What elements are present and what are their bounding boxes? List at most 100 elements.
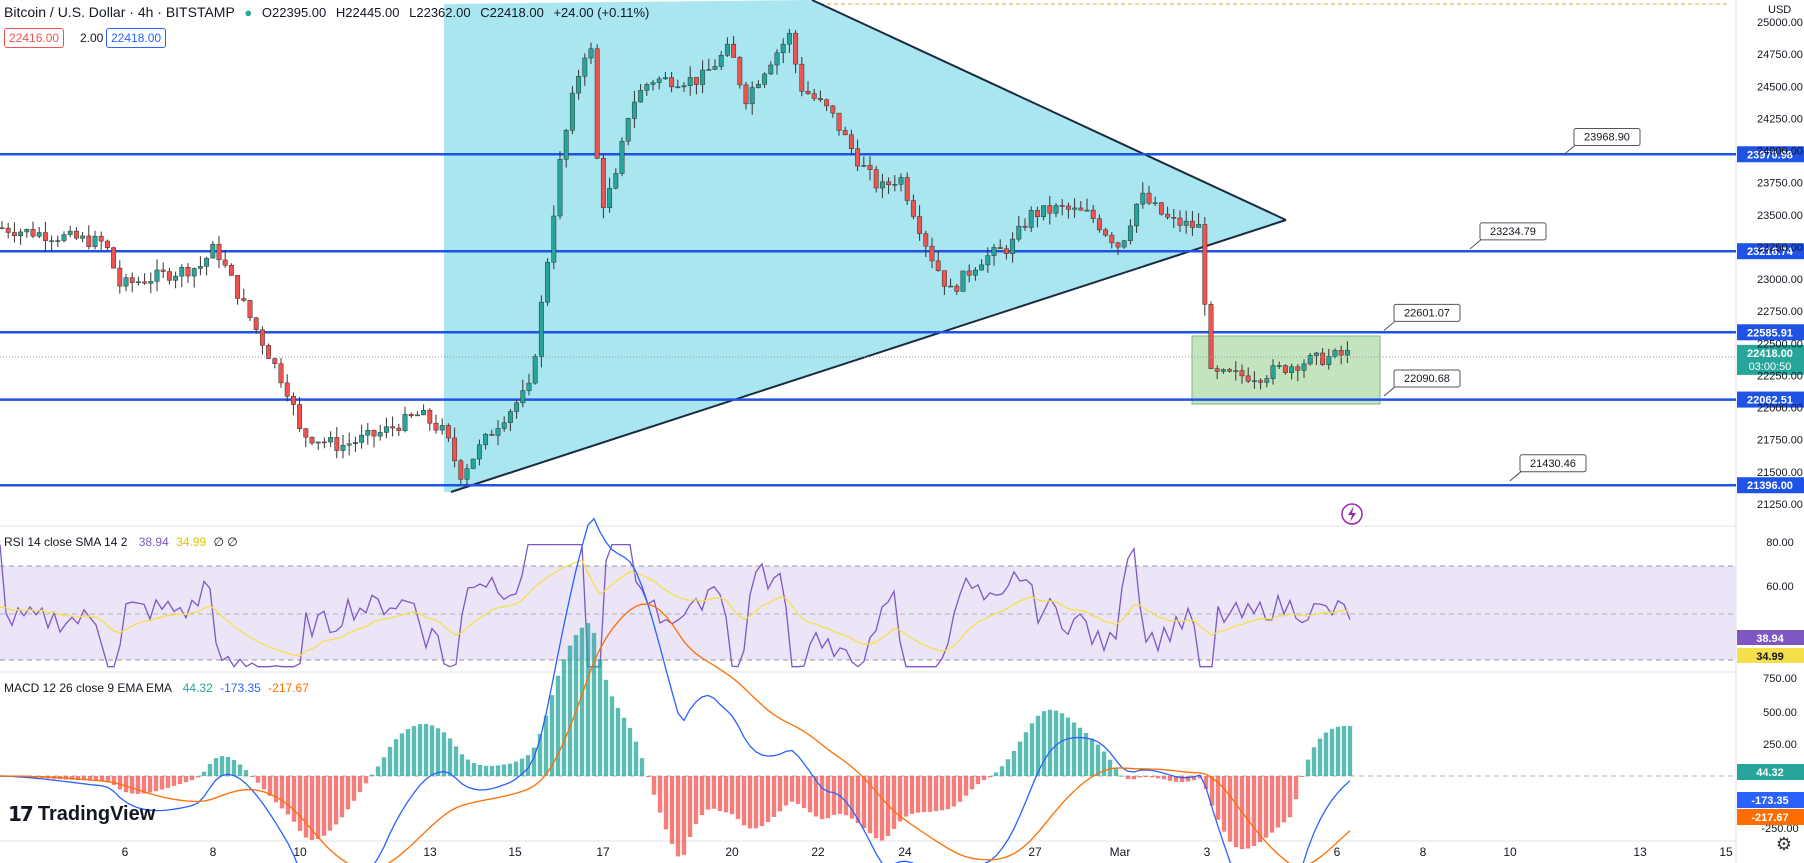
macd-hist-bar — [1101, 751, 1107, 776]
rsi-title[interactable]: RSI 14 close SMA 14 2 — [4, 535, 128, 549]
macd-hist-bar — [1215, 776, 1221, 820]
candle-body — [960, 270, 966, 292]
macd-tick-label: -250.00 — [1761, 823, 1798, 835]
macd-hist-bar — [927, 776, 933, 812]
macd-hist-bar — [1155, 776, 1161, 779]
candle-body — [303, 428, 309, 438]
candle-body — [1041, 205, 1047, 218]
spread-value: 2.00 — [80, 31, 104, 45]
macd-hist-bar — [489, 765, 495, 776]
candle-body — [1282, 365, 1288, 373]
rsi-value-tag-label: 38.94 — [1756, 633, 1784, 645]
candle-body — [743, 84, 749, 105]
macd-hist-bar — [291, 776, 297, 822]
candle-body — [154, 269, 160, 282]
price-axis: 21250.00 21500.00 21750.00 22000.00 22250.00… — [1757, 17, 1803, 511]
tradingview-logo[interactable]: 𝟭𝟳 TradingView — [8, 802, 155, 827]
macd-hist-bar — [393, 739, 399, 776]
candle-body — [793, 32, 799, 65]
candle-body — [340, 444, 346, 451]
candle-body — [204, 257, 210, 267]
triangle-upper-trendline[interactable] — [811, 0, 1287, 221]
callout-box — [1393, 369, 1461, 388]
candle-body — [607, 188, 613, 208]
candle-body — [991, 247, 997, 256]
candle-body — [569, 92, 575, 131]
bid-price-button[interactable]: 22416.00 — [4, 28, 65, 48]
macd-hist-bar — [723, 776, 729, 813]
candles — [0, 29, 1350, 486]
macd-hist-bar — [993, 772, 999, 776]
time-tick-label: 13 — [1633, 845, 1647, 859]
macd-hist-bar — [921, 776, 927, 813]
candle-body — [1338, 350, 1344, 356]
macd-hist-bar — [99, 776, 105, 781]
candle-body — [520, 390, 526, 404]
candle-body — [123, 277, 129, 287]
candle-body — [1090, 209, 1096, 219]
macd-hist-bar — [1071, 722, 1077, 776]
level-price-tag — [1737, 146, 1804, 163]
macd-hist-bar — [801, 776, 807, 809]
macd-hist-bar — [1053, 710, 1059, 776]
macd-hist-bar — [849, 776, 855, 819]
candle-body — [216, 243, 222, 261]
candle-body — [532, 356, 538, 384]
gear-icon[interactable]: ⚙ — [1775, 834, 1792, 854]
macd-hist-bar — [819, 776, 825, 820]
macd-hist-bar — [1173, 776, 1179, 782]
macd-hist-bar — [1341, 725, 1347, 776]
candle-body — [315, 441, 321, 444]
candle-body — [997, 247, 1003, 250]
candle-body — [73, 230, 79, 239]
macd-hist-bar — [657, 776, 663, 813]
candle-body — [1127, 225, 1133, 241]
alert-lightning-icon[interactable] — [1341, 503, 1363, 525]
macd-title[interactable]: MACD 12 26 close 9 EMA EMA — [4, 681, 172, 695]
candle-body — [774, 52, 780, 66]
macd-hist-bar — [813, 776, 819, 817]
candle-body — [377, 432, 383, 437]
candle-body — [80, 235, 86, 239]
macd-hist-bar — [963, 776, 969, 796]
level-price-label: 22062.51 — [1747, 395, 1793, 407]
candle-body — [1214, 368, 1220, 372]
macd-hist-bar — [825, 776, 831, 819]
macd-hist-bar — [327, 776, 333, 831]
candle-body — [619, 140, 625, 174]
candle-body — [557, 159, 563, 217]
candle-body — [476, 444, 482, 460]
triangle-lower-trendline[interactable] — [450, 219, 1287, 493]
candle-body — [191, 268, 197, 277]
level-price-tag — [1737, 391, 1804, 408]
symbol-title[interactable]: Bitcoin / U.S. Dollar · 4h · BITSTAMP — [4, 4, 235, 20]
macd-tick-label: 750.00 — [1763, 673, 1797, 685]
price-tick-label: 22000.00 — [1757, 403, 1803, 415]
macd-hist-bar — [1299, 776, 1305, 777]
candle-body — [1152, 202, 1158, 204]
candle-body — [1270, 365, 1276, 379]
candle-body — [160, 269, 166, 272]
price-tick-label: 21500.00 — [1757, 467, 1803, 479]
candle-body — [1158, 202, 1164, 215]
candle-body — [867, 165, 873, 170]
ask-price-button[interactable]: 22418.00 — [106, 28, 167, 48]
macd-hist-bar — [255, 776, 261, 783]
candle-body — [1344, 350, 1350, 356]
candle-body — [421, 410, 427, 416]
price-tick-label: 24750.00 — [1757, 49, 1803, 61]
candle-body — [1220, 369, 1226, 372]
candle-body — [985, 255, 991, 266]
candle-body — [1320, 352, 1326, 365]
candle-body — [210, 243, 216, 259]
candle-body — [104, 240, 110, 248]
currency-label[interactable]: USD — [1768, 4, 1792, 16]
macd-hist-bar — [213, 758, 219, 776]
time-tick-label: 6 — [122, 845, 129, 859]
candle-body — [414, 414, 420, 417]
callout-pointer — [1509, 470, 1523, 482]
time-tick-label: 22 — [811, 845, 825, 859]
time-tick-label: 24 — [898, 845, 912, 859]
candle-body — [1239, 370, 1245, 377]
